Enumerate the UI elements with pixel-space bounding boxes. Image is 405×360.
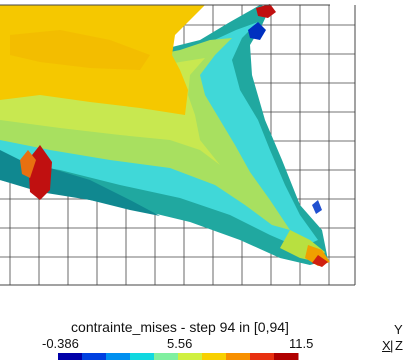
colorbar-swatch bbox=[154, 353, 179, 360]
colorbar-tick-mid: 5.56 bbox=[167, 336, 193, 351]
field-top-blue bbox=[248, 22, 266, 40]
colorbar-swatch bbox=[58, 353, 83, 360]
axis-label-z: Z bbox=[395, 338, 403, 353]
colorbar-tick-max: 11.5 bbox=[289, 336, 314, 351]
colorbar-swatch bbox=[106, 353, 131, 360]
field-hotspot-orange bbox=[20, 150, 36, 178]
colorbar-title: contrainte_mises - step 94 in [0,94] bbox=[71, 319, 289, 335]
colorbar-swatch bbox=[130, 353, 155, 360]
axis-divider: | bbox=[390, 338, 394, 353]
colorbar-swatch bbox=[274, 353, 299, 360]
field-right-blue bbox=[312, 200, 322, 214]
field-top-red bbox=[256, 4, 276, 18]
axis-triad: Y X | Z bbox=[376, 322, 404, 360]
colorbar bbox=[58, 353, 299, 360]
field-tip-red bbox=[312, 255, 328, 267]
colorbar-swatch bbox=[178, 353, 203, 360]
colorbar-tick-min: -0.386 bbox=[42, 336, 79, 351]
axis-label-x: X bbox=[382, 338, 391, 353]
mesh-grid-overlay bbox=[0, 5, 356, 286]
colorbar-swatch bbox=[250, 353, 275, 360]
axis-label-y: Y bbox=[394, 322, 403, 337]
colorbar-swatch bbox=[202, 353, 227, 360]
colorbar-swatch bbox=[82, 353, 107, 360]
colorbar-swatch bbox=[226, 353, 251, 360]
stress-field bbox=[0, 4, 330, 267]
field-band-orange bbox=[10, 30, 150, 70]
